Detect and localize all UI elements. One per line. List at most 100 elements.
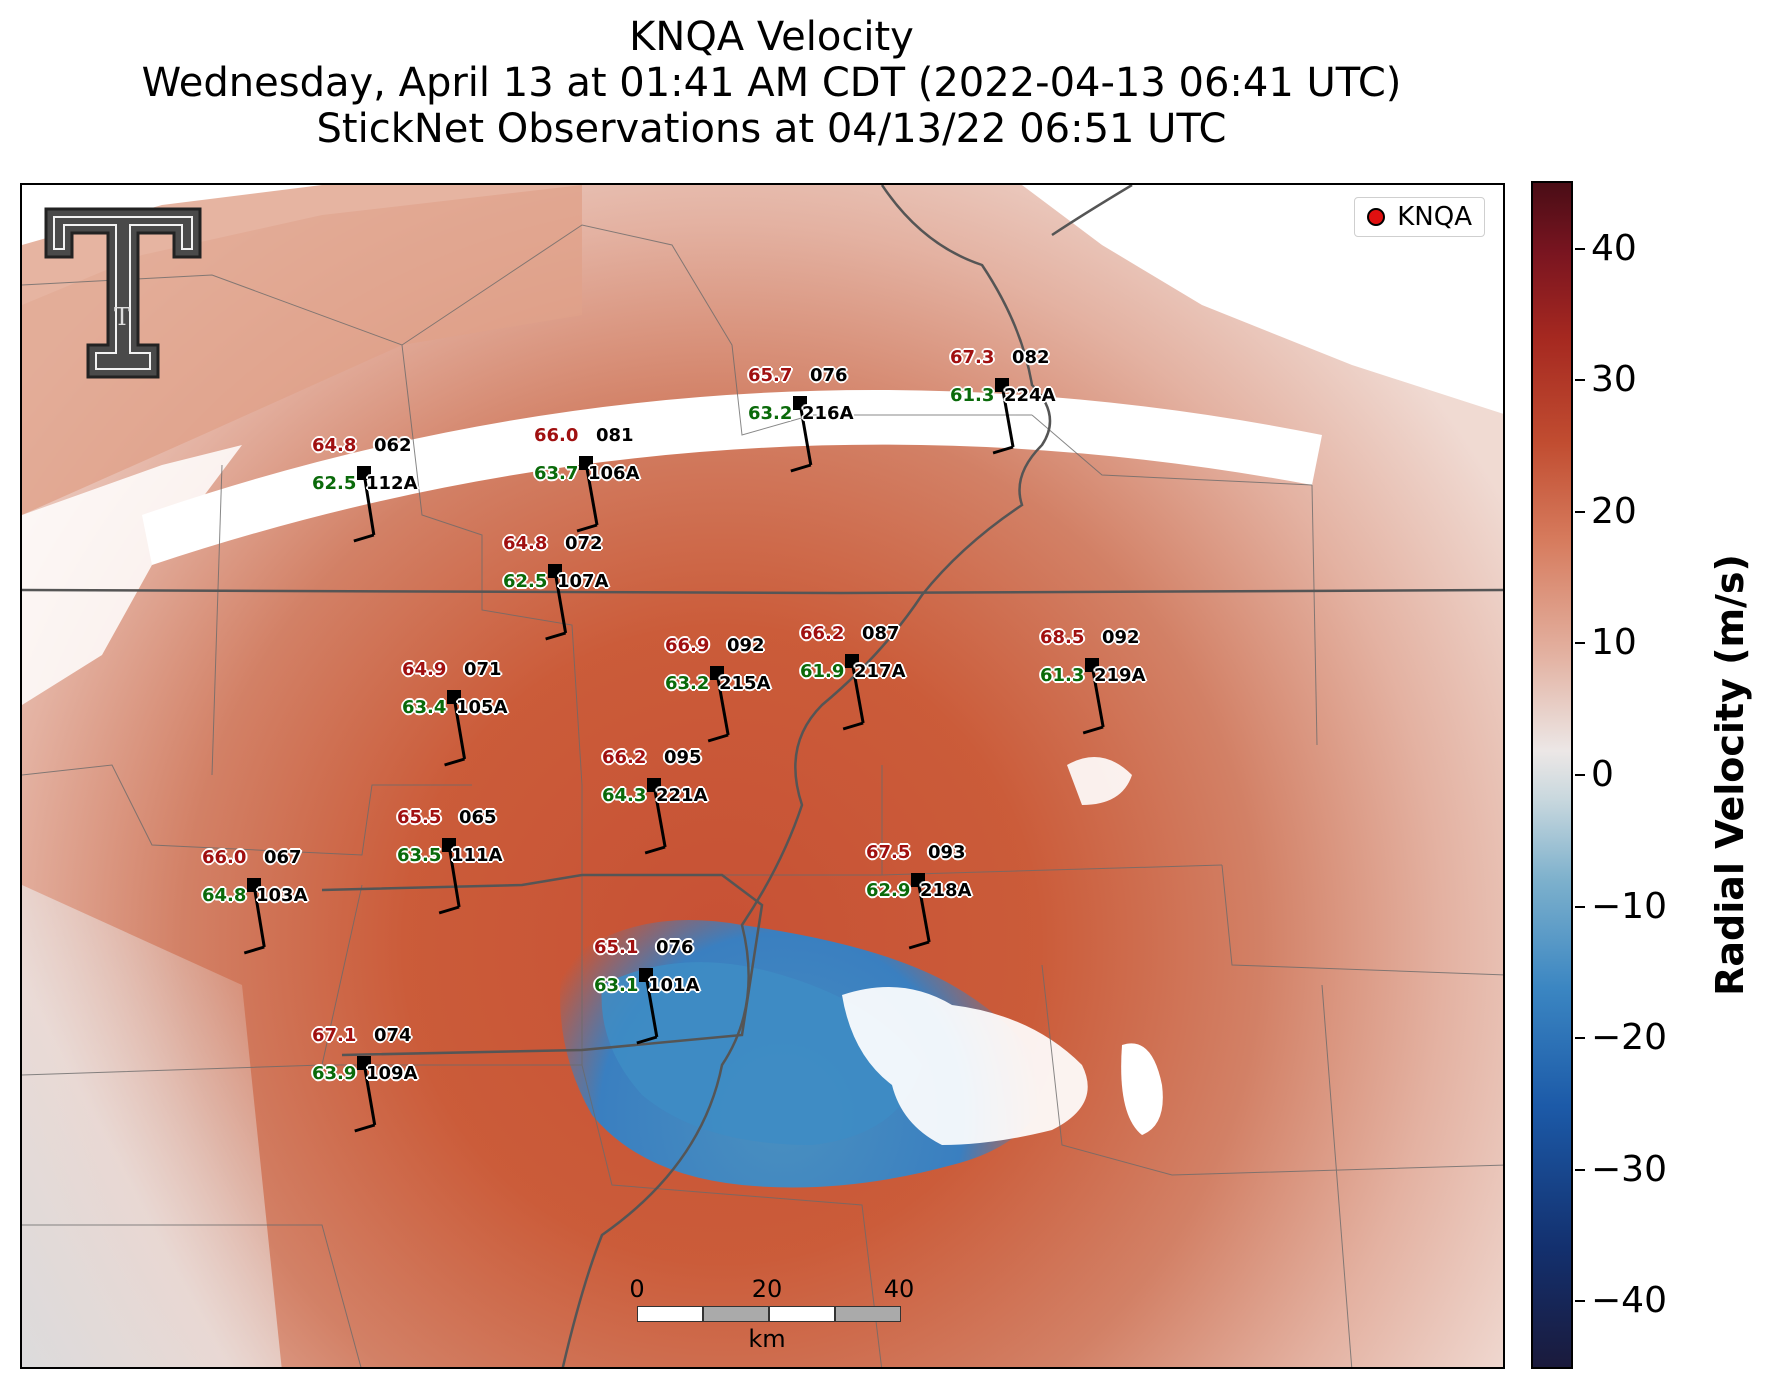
station-216A-temperature: 65.7 [748, 365, 793, 386]
velocity-nw-band [22, 185, 582, 515]
station-224A-barb-feather [992, 445, 1014, 455]
velocity-ne-gap [1022, 185, 1503, 414]
colorbar-tick-label: −30 [1591, 1148, 1667, 1190]
station-218A-dewpoint: 62.9 [866, 880, 911, 901]
scale-bar: 0 20 40 km [617, 1275, 914, 1353]
station-215A-dewpoint: 63.2 [665, 673, 710, 694]
station-105A-barb-staff [452, 696, 467, 760]
station-107A-wind-direction: 072 [565, 533, 603, 554]
colorbar-tick-mark [1575, 905, 1585, 908]
station-107A-dewpoint: 62.5 [503, 571, 548, 592]
station-101A-barb [636, 968, 659, 1045]
station-103A-barb [243, 878, 266, 955]
station-112A-barb [353, 466, 376, 543]
colorbar-tick-mark [1575, 774, 1585, 776]
station-217A-barb-staff [850, 660, 865, 724]
colorbar-tick-mark [1575, 510, 1585, 513]
county-boundaries [22, 224, 1503, 1367]
station-101A-temperature: 65.1 [594, 937, 639, 958]
station-218A-id: 218A [920, 880, 972, 901]
station-219A-barb [1082, 658, 1105, 735]
scale-segment-3 [769, 1306, 835, 1322]
velocity-blank-patch-219 [1067, 757, 1132, 805]
station-221A-wind-direction: 095 [664, 747, 702, 768]
title-observations: StickNet Observations at 04/13/22 06:51 … [316, 106, 1227, 152]
radar-map[interactable]: T KNQA 64.8 062 62.5 112A 66.0 081 63.7 106A 65.… [20, 183, 1505, 1369]
colorbar-tick-label: 10 [1591, 622, 1637, 664]
colorbar-tick-label: −10 [1591, 885, 1667, 927]
station-217A-dewpoint: 61.9 [800, 661, 845, 682]
station-216A-wind-direction: 076 [810, 365, 848, 386]
legend-label: KNQA [1397, 202, 1472, 232]
state-boundaries [22, 185, 1503, 1367]
station-221A-barb [644, 778, 667, 855]
station-215A-barb-staff [715, 672, 730, 736]
station-111A-barb-staff [447, 844, 461, 908]
station-221A-id: 221A [656, 785, 708, 806]
station-215A-marker [710, 666, 724, 680]
station-105A-temperature: 64.9 [402, 659, 447, 680]
station-219A-barb-feather [1082, 725, 1104, 735]
station-219A-temperature: 68.5 [1040, 627, 1085, 648]
station-219A-wind-direction: 092 [1102, 627, 1140, 648]
station-105A-id: 105A [456, 697, 508, 718]
station-218A-barb [908, 873, 931, 950]
station-109A-wind-direction: 074 [374, 1025, 412, 1046]
velocity-colorbar [1531, 181, 1573, 1369]
radar-velocity-field [22, 185, 1503, 1367]
station-112A-id: 112A [366, 473, 418, 494]
station-221A-temperature: 66.2 [602, 747, 647, 768]
station-224A-dewpoint: 61.3 [950, 385, 995, 406]
station-224A-barb-staff [1000, 384, 1015, 448]
station-107A-id: 107A [557, 571, 609, 592]
station-219A-marker [1085, 658, 1099, 672]
station-216A-dewpoint: 63.2 [748, 403, 793, 424]
station-107A-marker [548, 564, 562, 578]
station-103A-id: 103A [256, 885, 308, 906]
station-218A-barb-feather [908, 940, 930, 950]
velocity-inbound-core [601, 962, 922, 1145]
station-219A-barb-staff [1090, 664, 1105, 728]
station-215A-barb-feather [707, 733, 729, 743]
station-109A-barb-staff [362, 1062, 377, 1126]
station-112A-wind-direction: 062 [374, 435, 412, 456]
station-101A-marker [639, 968, 653, 982]
colorbar-tick-label: 20 [1591, 490, 1637, 532]
station-103A-barb-staff [252, 884, 266, 948]
station-217A-id: 217A [854, 661, 906, 682]
texas-tech-double-t-logo: T [44, 207, 202, 379]
station-216A-barb-feather [790, 463, 812, 473]
station-107A-temperature: 64.8 [503, 533, 548, 554]
colorbar-tick-label: −20 [1591, 1017, 1667, 1059]
station-216A-marker [793, 396, 807, 410]
station-103A-dewpoint: 64.8 [202, 885, 247, 906]
map-legend: KNQA [1354, 197, 1485, 237]
station-112A-dewpoint: 62.5 [312, 473, 357, 494]
station-109A-barb [354, 1056, 377, 1133]
station-109A-marker [357, 1056, 371, 1070]
station-221A-marker [647, 778, 661, 792]
logo-mark-text: T [114, 303, 130, 331]
colorbar-title: Radial Velocity (m/s) [1708, 554, 1752, 996]
colorbar-tick-label: 30 [1591, 359, 1637, 401]
velocity-blank-arc [142, 390, 1322, 565]
station-224A-marker [995, 378, 1009, 392]
station-106A-barb-staff [584, 462, 599, 526]
station-101A-wind-direction: 076 [656, 937, 694, 958]
station-103A-temperature: 66.0 [202, 847, 247, 868]
station-221A-barb-feather [644, 845, 666, 855]
station-105A-marker [447, 690, 461, 704]
station-106A-dewpoint: 63.7 [534, 463, 579, 484]
colorbar-tick-label: −40 [1591, 1280, 1667, 1322]
station-109A-dewpoint: 63.9 [312, 1063, 357, 1084]
station-103A-marker [247, 878, 261, 892]
station-105A-barb-feather [444, 757, 465, 767]
velocity-sw-low [22, 885, 282, 1367]
sticknet-observations-layer [243, 378, 1105, 1133]
figure-title: KNQA Velocity Wednesday, April 13 at 01:… [18, 14, 1525, 152]
station-217A-barb [842, 654, 865, 731]
scale-tick-40: 40 [883, 1275, 915, 1303]
scale-segment-4 [835, 1306, 901, 1322]
station-111A-barb [438, 838, 461, 915]
station-105A-wind-direction: 071 [464, 659, 502, 680]
